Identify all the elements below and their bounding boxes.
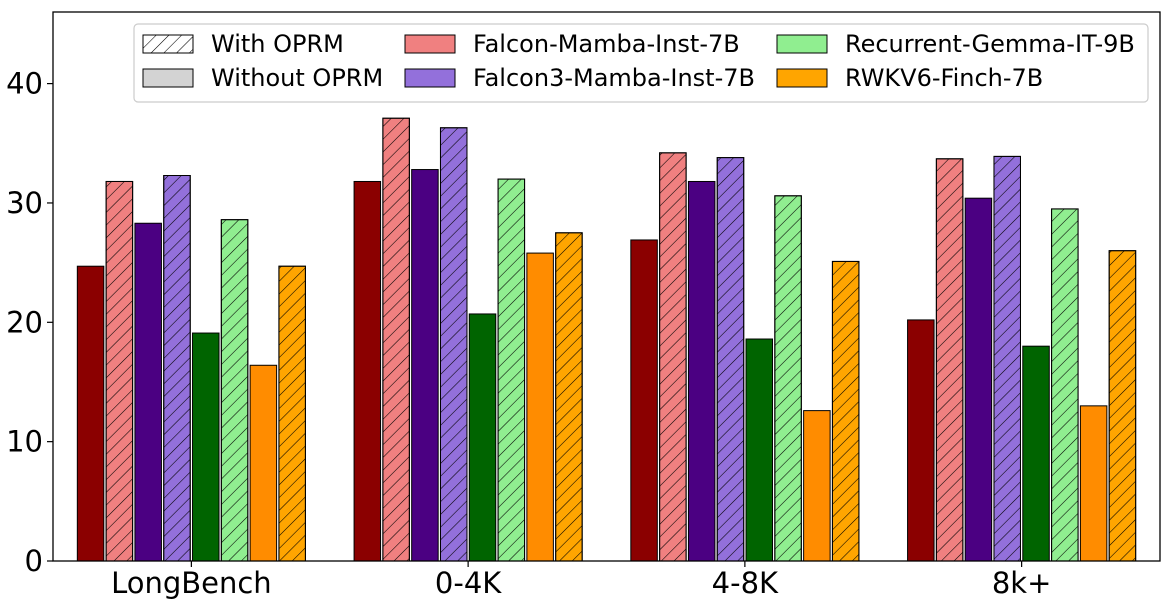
bar-recurrent-gemma-it-9b-without-oprm-8k <box>1022 345 1050 562</box>
bar-rwkv6-finch-7b-without-oprm-4-8k <box>803 410 831 562</box>
legend-with-oprm-swatch <box>142 34 194 54</box>
y-tick-label: 10 <box>6 425 43 459</box>
axes-layer: LongBench 0-4K 4-8K 8k+ 0 10 20 30 40 <box>6 11 1161 600</box>
y-tick-label: 20 <box>6 305 43 339</box>
y-tick-label: 40 <box>6 67 43 101</box>
legend-frame <box>133 23 1149 103</box>
x-tick-label: 8k+ <box>992 566 1052 600</box>
y-tick-label: 30 <box>6 186 43 220</box>
legend-without-oprm-label: Without OPRM <box>211 64 383 92</box>
bar-recurrent-gemma-it-9b-without-oprm-longbench <box>192 332 220 562</box>
bar-recurrent-gemma-it-9b-with-oprm-0-4k-hatch <box>497 178 526 562</box>
bar-rwkv6-finch-7b-with-oprm-4-8k-hatch <box>831 260 860 562</box>
bar-rwkv6-finch-7b-without-oprm-0-4k <box>526 252 554 562</box>
bars-layer <box>76 117 1137 562</box>
bar-rwkv6-finch-7b-without-oprm-8k <box>1079 405 1108 562</box>
bar-recurrent-gemma-it-9b-with-oprm-8k-hatch <box>1051 208 1079 562</box>
bar-falcon3-mamba-inst-7b-without-oprm-4-8k <box>687 180 716 562</box>
legend-falcon3-mamba-inst-7b-swatch <box>404 68 456 88</box>
bar-rwkv6-finch-7b-without-oprm-longbench <box>249 364 278 562</box>
y-tick-label: 0 <box>25 544 43 578</box>
legend-rwkv6-finch-7b-swatch <box>776 68 828 88</box>
bar-rwkv6-finch-7b-with-oprm-8k-hatch <box>1108 250 1137 562</box>
bar-falcon3-mamba-inst-7b-without-oprm-longbench <box>134 222 162 562</box>
legend-rwkv6-finch-7b-label: RWKV6-Finch-7B <box>845 64 1043 92</box>
bar-falcon-mamba-inst-7b-without-oprm-8k <box>907 319 935 562</box>
bar-falcon3-mamba-inst-7b-with-oprm-4-8k-hatch <box>716 157 745 562</box>
bar-falcon-mamba-inst-7b-without-oprm-longbench <box>76 265 105 562</box>
x-tick-label: 4-8K <box>712 566 779 600</box>
legend-falcon3-mamba-inst-7b-label: Falcon3-Mamba-Inst-7B <box>473 64 755 92</box>
x-tick-label: 0-4K <box>435 566 502 600</box>
legend: With OPRM Without OPRM Falcon-Mamba-Inst-7… <box>133 23 1149 103</box>
bar-falcon-mamba-inst-7b-with-oprm-0-4k-hatch <box>382 117 410 562</box>
bar-falcon3-mamba-inst-7b-without-oprm-8k <box>964 197 993 562</box>
legend-falcon-mamba-inst-7b-label: Falcon-Mamba-Inst-7B <box>473 30 740 58</box>
bar-rwkv6-finch-7b-with-oprm-0-4k-hatch <box>555 232 583 562</box>
x-tick-label: LongBench <box>111 566 272 600</box>
legend-recurrent-gemma-it-9b-swatch <box>776 34 828 54</box>
legend-with-oprm-label: With OPRM <box>211 30 344 58</box>
legend-without-oprm-swatch <box>142 68 194 88</box>
bar-falcon3-mamba-inst-7b-with-oprm-0-4k-hatch <box>439 127 468 562</box>
bar-falcon-mamba-inst-7b-with-oprm-8k-hatch <box>935 158 964 562</box>
bar-falcon-mamba-inst-7b-without-oprm-4-8k <box>630 239 658 562</box>
plot-frame <box>52 11 1161 562</box>
bar-falcon3-mamba-inst-7b-with-oprm-longbench-hatch <box>163 175 191 562</box>
bar-recurrent-gemma-it-9b-without-oprm-4-8k <box>745 338 774 562</box>
bar-falcon-mamba-inst-7b-with-oprm-longbench-hatch <box>105 180 134 562</box>
bar-falcon-mamba-inst-7b-without-oprm-0-4k <box>353 180 382 562</box>
bar-recurrent-gemma-it-9b-with-oprm-4-8k-hatch <box>774 195 802 562</box>
bar-rwkv6-finch-7b-with-oprm-longbench-hatch <box>278 265 306 562</box>
bar-recurrent-gemma-it-9b-with-oprm-longbench-hatch <box>220 219 249 562</box>
bar-recurrent-gemma-it-9b-without-oprm-0-4k <box>468 313 497 562</box>
bar-falcon3-mamba-inst-7b-without-oprm-0-4k <box>411 169 439 562</box>
legend-falcon-mamba-inst-7b-swatch <box>404 34 456 54</box>
legend-recurrent-gemma-it-9b-label: Recurrent-Gemma-IT-9B <box>845 30 1135 58</box>
bar-falcon-mamba-inst-7b-with-oprm-4-8k-hatch <box>659 152 687 562</box>
bar-falcon3-mamba-inst-7b-with-oprm-8k-hatch <box>993 155 1021 562</box>
